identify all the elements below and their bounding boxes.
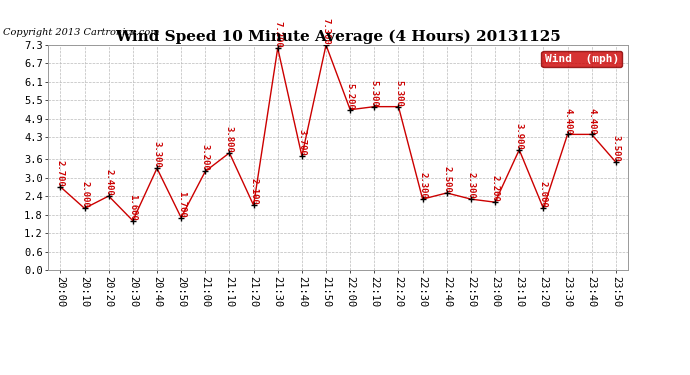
Text: 4.400: 4.400 [587,108,596,134]
Text: 2.100: 2.100 [249,178,258,205]
Text: 3.500: 3.500 [611,135,620,162]
Text: 2.700: 2.700 [56,160,65,187]
Text: 3.800: 3.800 [225,126,234,153]
Text: 2.200: 2.200 [491,176,500,202]
Text: 2.300: 2.300 [466,172,475,199]
Text: 5.300: 5.300 [370,80,379,106]
Text: 4.400: 4.400 [563,108,572,134]
Text: Copyright 2013 Cartronics.com: Copyright 2013 Cartronics.com [3,28,160,37]
Text: 3.900: 3.900 [515,123,524,150]
Text: 2.400: 2.400 [104,169,113,196]
Text: 2.500: 2.500 [442,166,451,193]
Title: Wind Speed 10 Minute Average (4 Hours) 20131125: Wind Speed 10 Minute Average (4 Hours) 2… [115,30,561,44]
Text: 7.200: 7.200 [273,21,282,48]
Text: 5.300: 5.300 [394,80,403,106]
Text: 2.000: 2.000 [80,182,89,209]
Text: 5.200: 5.200 [346,83,355,110]
Text: 3.200: 3.200 [201,144,210,171]
Legend: Wind  (mph): Wind (mph) [542,51,622,67]
Text: 3.300: 3.300 [152,141,161,168]
Text: 7.300: 7.300 [322,18,331,45]
Text: 1.700: 1.700 [177,191,186,217]
Text: 1.600: 1.600 [128,194,137,220]
Text: 3.700: 3.700 [297,129,306,156]
Text: 2.000: 2.000 [539,182,548,209]
Text: 2.300: 2.300 [418,172,427,199]
